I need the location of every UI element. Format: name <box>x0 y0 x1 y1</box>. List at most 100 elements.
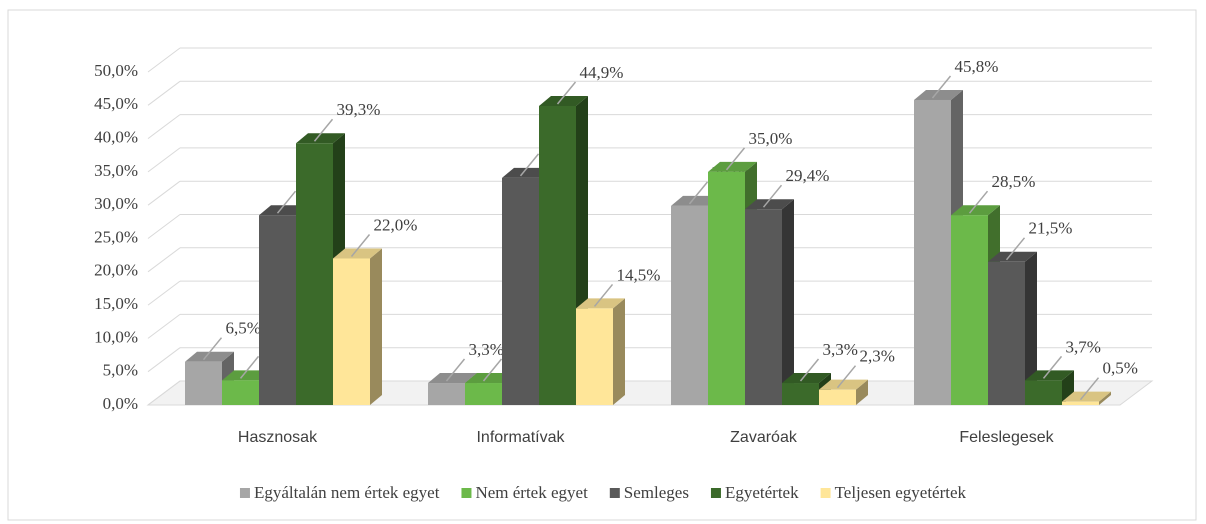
leader-line <box>1042 355 1063 379</box>
legend: Egyáltalán nem értek egyet Nem értek egye… <box>239 483 967 502</box>
data-label: 29,4% <box>786 166 830 185</box>
bar <box>914 99 951 406</box>
leader-line <box>1079 377 1100 401</box>
x-tick-label: Informatívak <box>476 429 565 446</box>
grid-line <box>147 47 181 73</box>
bar <box>951 215 988 405</box>
grid-line <box>147 313 181 339</box>
bar <box>819 389 856 405</box>
leader-line <box>313 118 334 142</box>
bar-top <box>745 199 794 210</box>
leader-line <box>482 358 503 382</box>
leader-line <box>239 355 260 379</box>
bar-side <box>1099 391 1111 405</box>
legend-swatch <box>820 488 831 498</box>
bar-side <box>613 298 625 405</box>
leader-line <box>762 184 783 208</box>
leader-line <box>836 365 857 389</box>
grid-line <box>147 247 181 273</box>
bar-side <box>856 379 868 405</box>
bar <box>222 380 259 405</box>
data-label: 0,5% <box>1103 359 1138 378</box>
bar-top <box>1062 391 1111 402</box>
y-tick-label: 0,0% <box>103 394 138 413</box>
data-label: 45,8% <box>955 57 999 76</box>
legend-swatch <box>239 488 250 498</box>
grid-line <box>147 147 181 173</box>
bar <box>1025 380 1062 405</box>
grid-line <box>147 280 181 306</box>
bar-top <box>708 161 757 172</box>
data-label: 22,0% <box>374 215 418 234</box>
bar-side <box>1025 251 1037 405</box>
legend-label: Teljesen egyetértek <box>835 483 967 502</box>
grid-line <box>147 214 181 239</box>
y-tick-label: 20,0% <box>94 261 138 280</box>
legend-swatch <box>609 488 620 498</box>
data-label: 3,7% <box>1066 337 1101 356</box>
y-tick-label: 30,0% <box>94 194 138 213</box>
bar <box>1062 401 1099 405</box>
x-tick-label: Hasznosak <box>238 429 318 446</box>
leader-line <box>556 81 577 105</box>
bar <box>502 177 539 405</box>
data-label: 6,5% <box>226 319 261 338</box>
bar-top <box>988 251 1037 262</box>
bar <box>428 383 465 405</box>
leader-line <box>519 153 540 177</box>
bar-top <box>951 205 1000 216</box>
leader-line <box>968 190 989 214</box>
y-tick-label: 15,0% <box>94 294 138 313</box>
bar-top <box>185 351 234 362</box>
legend-label: Egyetértek <box>725 483 799 502</box>
bar <box>745 209 782 405</box>
legend-label: Semleges <box>624 483 689 502</box>
leader-line <box>1005 237 1026 261</box>
bar-top <box>671 195 720 206</box>
bar <box>465 383 502 405</box>
y-tick-label: 35,0% <box>94 161 138 180</box>
bar <box>988 261 1025 405</box>
data-label: 2,3% <box>860 347 895 366</box>
legend-swatch <box>710 488 721 498</box>
legend-label: Egyáltalán nem értek egyet <box>254 483 440 502</box>
bar <box>708 171 745 405</box>
data-label: 44,9% <box>580 63 624 82</box>
grid-line <box>147 180 181 206</box>
data-label: 21,5% <box>1029 219 1073 238</box>
y-tick-label: 25,0% <box>94 227 138 246</box>
leader-line <box>931 75 952 99</box>
y-tick-label: 50,0% <box>94 61 138 80</box>
leader-line <box>276 190 297 214</box>
data-label: 28,5% <box>992 172 1036 191</box>
bar-top <box>259 205 308 216</box>
x-tick-label: Zavaróak <box>730 429 798 446</box>
data-label: 35,0% <box>749 129 793 148</box>
grid-line <box>147 114 181 140</box>
data-label: 39,3% <box>337 100 381 119</box>
bar-top <box>576 298 625 309</box>
grid-line <box>147 80 181 106</box>
legend-label: Nem értek egyet <box>475 483 588 502</box>
bar-top <box>502 167 551 178</box>
grid-line <box>147 347 181 373</box>
leader-line <box>593 283 614 307</box>
bar-top <box>296 133 345 144</box>
bar-top <box>428 373 477 384</box>
y-tick-label: 40,0% <box>94 128 138 147</box>
bar <box>782 383 819 405</box>
y-tick-label: 10,0% <box>94 327 138 346</box>
bar <box>671 205 708 405</box>
leader-line <box>445 358 466 382</box>
bar-top <box>782 373 831 384</box>
bar-top <box>819 379 868 390</box>
bar-side <box>782 199 794 405</box>
bar <box>259 215 296 405</box>
bar <box>576 308 613 405</box>
x-tick-label: Feleslegesek <box>959 429 1054 446</box>
bar-top <box>465 373 514 384</box>
y-tick-label: 5,0% <box>103 361 138 380</box>
bar-top <box>1025 370 1074 381</box>
bar <box>185 361 222 405</box>
leader-line <box>350 234 371 257</box>
